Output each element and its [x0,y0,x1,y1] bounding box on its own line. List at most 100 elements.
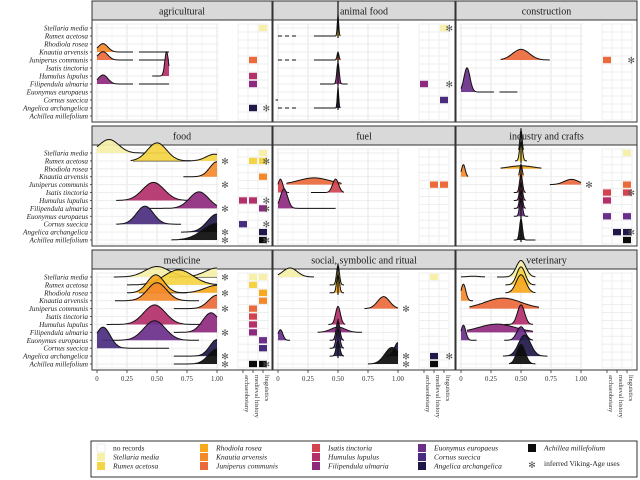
viking-age-star: ✻ [221,353,229,363]
legend-swatch [418,453,426,461]
species-label: Cornus suecica [43,345,88,353]
species-label: Juniperus communis [29,181,88,189]
tile-medieval-history [613,228,621,236]
tile-medieval-history [249,281,257,289]
legend-label: Rumex acetosa [112,462,158,471]
tile-empty [237,288,249,298]
tile-empty [247,95,259,105]
tile-empty [428,164,440,174]
ridge-line [364,296,399,310]
tile-empty [601,39,613,49]
tile-linguistics [259,236,267,244]
facet-panel-veterinary: veterinary 0 0.25 0.50 0.75 1.00 archaeobotany… [455,249,638,419]
legend-swatch [312,444,320,452]
viking-age-star: ✻ [221,229,229,239]
tile-empty [438,296,450,306]
facet-title: agricultural [159,7,205,18]
tile-empty [611,180,623,189]
tile-empty [611,95,623,105]
viking-age-star: ✻ [585,181,593,191]
tile-medieval-history [249,80,257,88]
tile-empty [418,359,430,369]
x-tick-label: 1.00 [575,376,587,383]
tile-empty [428,280,440,290]
facet-title: fuel [356,132,372,143]
ridge-area [115,282,199,301]
legend-label: Filipendula ulmaria [327,462,389,471]
tile-empty [237,103,249,113]
ridge-line [329,319,344,341]
tile-linguistics [259,337,267,344]
tile-empty [247,227,259,237]
legend-star-label: inferred Viking-Age uses [544,459,620,468]
tile-archaeobotany [603,213,611,220]
tile-empty [438,39,450,49]
tile-empty [247,235,259,245]
tile-linguistics [259,345,267,352]
tile-empty [601,272,613,282]
tile-empty [418,351,430,361]
x-tick-label: 1.00 [392,376,404,383]
ridge-line [505,274,536,294]
species-label: Angelica archangelica [22,353,88,361]
ridge-area [497,260,536,277]
tile-empty [601,63,613,73]
tile-medieval-history [430,273,438,281]
source-tile-grid [601,272,633,369]
source-tile-grid [418,148,450,245]
viking-age-star: ✻ [627,189,635,199]
tile-linguistics [623,181,631,188]
tile-empty [438,204,450,213]
species-label: Knautia arvensis [38,49,88,57]
tile-empty [428,103,440,113]
tile-empty [611,272,623,282]
facet-panel-industry-and-crafts: industry and crafts ✻ ✻ ✻ [455,125,638,247]
tile-empty [247,172,259,182]
ridge-line [183,161,217,178]
tile-empty [418,111,430,121]
tile-empty [601,164,613,174]
tile-empty [601,335,613,345]
tile-empty [428,31,440,41]
species-label: Filipendula ulmaria [29,205,89,213]
species-label: Achillea millefolium [29,237,89,245]
tile-empty [601,204,613,213]
tile-empty [237,71,249,81]
tile-empty [438,359,450,369]
tile-archaeobotany [603,197,611,204]
ridge-area [500,49,550,60]
legend-swatch [528,444,536,452]
tile-empty [237,95,249,105]
legend-swatch [97,462,105,470]
ridge-line [116,181,191,201]
legend-swatch [200,444,208,452]
ridge-line [286,177,342,184]
tile-empty [438,211,450,221]
tile-empty [621,204,633,213]
tile-empty [247,211,259,221]
tile-empty [611,280,623,290]
ridge-line [549,178,582,186]
tile-empty [428,335,440,345]
ridge-area [97,139,169,153]
ridge-line [460,283,473,302]
facet-panel-animal-food: animal food ✻ ✻ [272,0,456,123]
legend-star-symbol: ✻ [528,461,536,471]
x-tick-label: 1.00 [211,376,223,383]
ridge-line [130,142,191,162]
tile-medieval-history [430,181,438,188]
species-label: Stellaria media [44,25,89,33]
tile-empty [601,304,613,313]
x-tick-label: 0.25 [485,376,497,383]
tile-medieval-history [249,360,257,368]
ridges [96,43,170,85]
tile-empty [428,39,440,49]
tile-empty [611,204,623,213]
tile-empty [418,343,430,353]
tile-empty [611,164,623,174]
species-label: Juniperus communis [29,305,88,313]
tile-empty [438,71,450,81]
tile-empty [621,335,633,345]
legend-label: Cornus suecica [434,453,481,462]
